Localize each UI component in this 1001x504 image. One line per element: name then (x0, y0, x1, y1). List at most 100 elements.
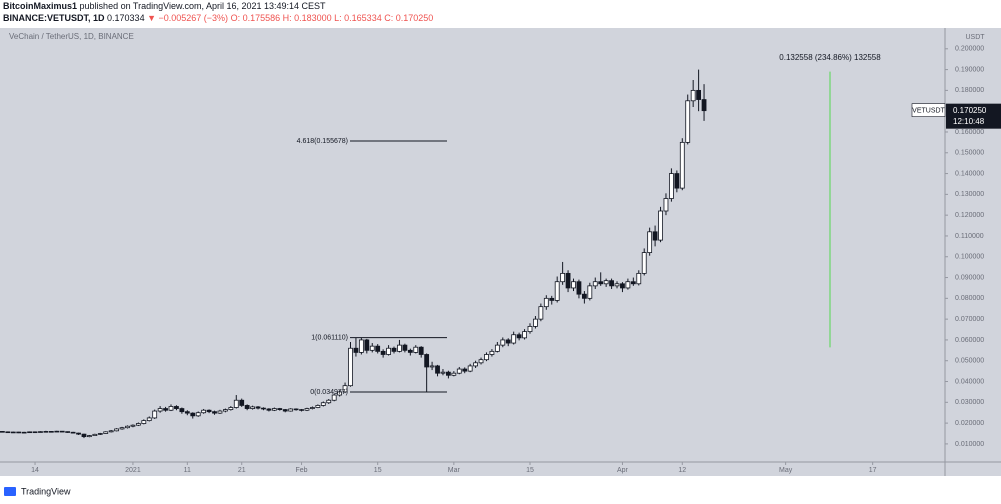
y-tick-label: 0.120000 (955, 212, 984, 219)
symbol-tag-box (911, 103, 946, 117)
candle-body (70, 431, 76, 434)
candle-body (407, 349, 413, 353)
candle-body (222, 409, 228, 412)
candle-body (103, 431, 109, 434)
fib-label: 4.618(0.155678) (297, 138, 348, 145)
candle-body (478, 359, 484, 364)
candle-body (560, 272, 566, 283)
candle-body (565, 272, 571, 289)
candle-body (685, 100, 691, 143)
x-tick-label: 14 (31, 467, 39, 474)
candle-body (168, 406, 174, 411)
candle-body (402, 344, 408, 351)
candle-body (549, 297, 555, 301)
candle-body (467, 365, 473, 372)
last: 0.170334 (107, 13, 145, 23)
candle-body (435, 365, 440, 374)
x-tick-label: Mar (448, 467, 461, 474)
candle-body (484, 354, 489, 361)
candle-body (554, 281, 560, 301)
x-tick-label: 15 (526, 467, 534, 474)
candle-body (157, 408, 163, 412)
candle-body (658, 210, 663, 241)
x-tick-label: May (779, 467, 793, 474)
candle-body (179, 408, 185, 413)
candle-body (108, 430, 114, 433)
measure-label: 0.132558 (234.86%) 132558 (779, 53, 881, 62)
x-tick-label: 17 (869, 467, 877, 474)
y-tick-label: 0.100000 (955, 254, 984, 261)
candle-body (527, 326, 533, 333)
y-tick-label: 0.060000 (955, 337, 984, 344)
x-tick-label: Feb (296, 467, 308, 474)
price-tag: 0.170250 (953, 106, 987, 115)
candle-body (0, 431, 5, 433)
y-tick-label: 0.030000 (955, 399, 984, 406)
candle-body (54, 430, 60, 433)
x-tick-label: Apr (617, 467, 629, 474)
candle-body (446, 371, 451, 376)
candle-body (190, 412, 196, 417)
candle-body (375, 345, 381, 352)
candle-body (348, 347, 353, 387)
x-tick-label: 12 (678, 467, 686, 474)
candle-body (130, 424, 136, 427)
candle-body (266, 408, 272, 411)
candle-body (500, 339, 506, 346)
price-tag-box (946, 103, 1001, 129)
symbol: BINANCE:VETUSDT, 1D (3, 13, 105, 23)
candle-body (261, 407, 266, 410)
candle-body (364, 339, 370, 351)
y-tick-label: 0.160000 (955, 129, 984, 136)
candle-body (195, 412, 201, 417)
candle-body (424, 354, 430, 368)
x-tick-label: 21 (238, 467, 246, 474)
candle-body (16, 431, 22, 434)
candle-body (59, 430, 65, 433)
change: ▼ −0.005267 (−3%) (147, 13, 229, 23)
y-tick-label: 0.080000 (955, 295, 984, 302)
candle-body (233, 399, 239, 408)
y-tick-label: 0.040000 (955, 378, 984, 385)
candle-body (636, 272, 642, 285)
candle-body (141, 420, 147, 424)
candle-body (603, 280, 609, 285)
candle-body (489, 350, 495, 355)
x-tick-label: 11 (184, 467, 191, 474)
candle-body (386, 347, 391, 355)
candle-body (679, 141, 685, 189)
axis-unit: USDT (965, 34, 985, 41)
candle-body (76, 432, 81, 435)
candle-body (32, 431, 38, 434)
candle-body (217, 410, 223, 414)
publish-line: BitcoinMaximus1 published on TradingView… (3, 1, 326, 11)
candle-body (543, 297, 549, 308)
chart-background (0, 28, 1001, 476)
candle-body (429, 365, 435, 368)
candle-body (304, 408, 310, 411)
candle-body (511, 334, 517, 344)
candle-body (299, 409, 304, 411)
candle-body (647, 231, 653, 253)
candle-body (413, 346, 419, 353)
candle-body (620, 283, 625, 289)
y-tick-label: 0.050000 (955, 358, 984, 365)
candle-body (440, 371, 446, 374)
x-tick-label: 15 (374, 467, 382, 474)
y-tick-label: 0.150000 (955, 150, 984, 157)
candle-body (598, 281, 604, 285)
candle-body (174, 406, 179, 409)
candle-body (326, 399, 332, 404)
candle-body (456, 368, 462, 374)
candle-body (674, 173, 680, 189)
candle-body (462, 368, 468, 372)
y-tick-label: 0.070000 (955, 316, 984, 323)
candle-body (92, 433, 98, 436)
candle-body (522, 331, 527, 339)
candle-body (571, 281, 576, 289)
candle-body (250, 406, 255, 409)
candle-body (125, 425, 130, 429)
candle-body (21, 431, 27, 434)
